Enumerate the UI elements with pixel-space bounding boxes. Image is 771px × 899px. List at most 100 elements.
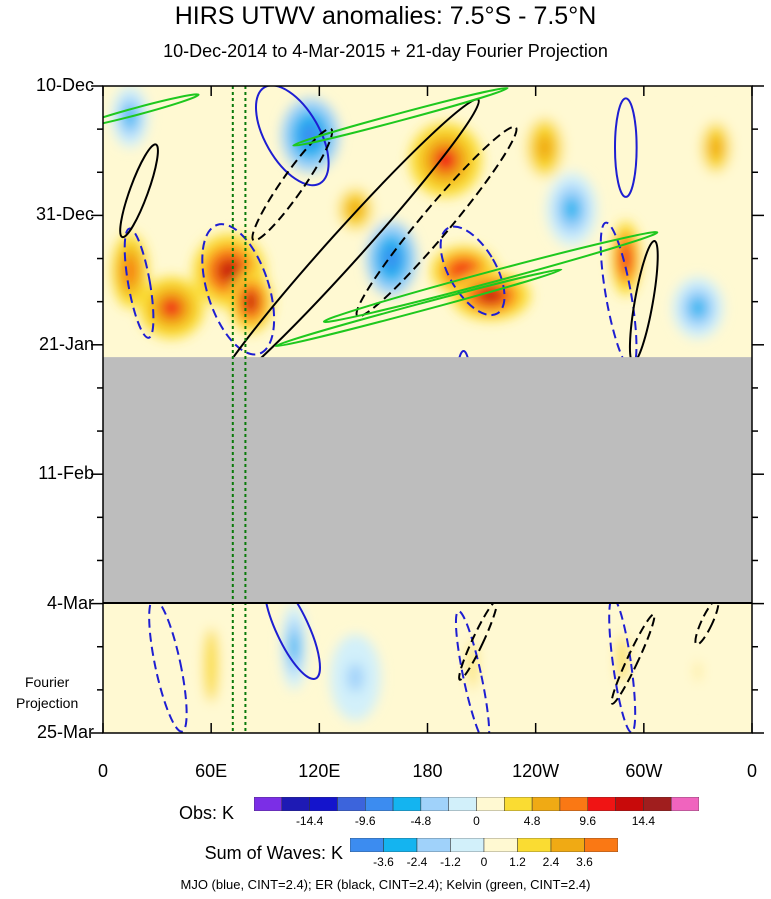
anomaly-field xyxy=(112,86,738,721)
obs-colorbar-title: Obs: K xyxy=(178,803,234,823)
obs_colorbar-swatch-15 xyxy=(670,797,699,811)
anomaly-blob-5 xyxy=(409,122,482,197)
obs_colorbar-swatch-9 xyxy=(504,797,533,811)
anomaly-blob-17 xyxy=(281,603,307,690)
chart-subtitle: 10-Dec-2014 to 4-Mar-2015 + 21-day Fouri… xyxy=(163,41,608,61)
anomaly-blob-16-layer-2 xyxy=(207,646,215,684)
waves_colorbar-swatch-5 xyxy=(517,838,552,852)
anomaly-blob-13 xyxy=(546,172,597,247)
anomaly-blob-16 xyxy=(200,609,222,721)
mjo-blue-contour-3 xyxy=(254,86,330,187)
y-tick-label-0: 10-Dec xyxy=(35,75,94,95)
x-tick-label-1: 60E xyxy=(195,761,228,781)
anomaly-blob-14 xyxy=(694,110,738,185)
waves-colorbar xyxy=(350,838,618,852)
anomaly-blob-1-layer-2 xyxy=(217,258,242,284)
mjo-blue-contour-2 xyxy=(123,227,155,339)
waves_colorbar-swatch-3 xyxy=(450,838,485,852)
obs_colorbar-swatch-1 xyxy=(281,797,310,811)
obs-colorbar xyxy=(254,797,699,811)
anomaly-blob-8-layer-2 xyxy=(535,133,554,162)
er-black-contour-2 xyxy=(355,125,518,318)
mjo-blue-contour-7 xyxy=(454,610,491,733)
waves_colorbar-swatch-6 xyxy=(550,838,585,852)
anomaly-blob-6 xyxy=(281,98,340,173)
waves_colorbar-label-5: 2.4 xyxy=(542,855,560,869)
chart-title: HIRS UTWV anomalies: 7.5°S - 7.5°N xyxy=(174,2,597,30)
anomaly-blob-20 xyxy=(692,640,704,703)
anomaly-blob-2-layer-2 xyxy=(243,291,259,312)
kelvin-green-contour-0 xyxy=(322,231,659,323)
mjo-blue-contour-9 xyxy=(608,597,637,733)
obs_colorbar-label-2: -4.8 xyxy=(410,814,432,828)
mjo-blue-contour-1 xyxy=(201,223,276,356)
anomaly-blob-20-layer-2 xyxy=(696,661,700,682)
y-tick-label-3: 11-Feb xyxy=(38,463,94,484)
anomaly-blob-4-layer-2 xyxy=(477,287,504,304)
obs_colorbar-swatch-7 xyxy=(448,797,477,811)
obs_colorbar-swatch-12 xyxy=(587,797,616,811)
anomaly-blob-21 xyxy=(330,634,381,721)
obs_colorbar-swatch-10 xyxy=(531,797,561,811)
x-tick-label-3: 180 xyxy=(412,761,443,781)
er-black-contour-1 xyxy=(251,127,334,242)
obs_colorbar-label-6: 14.4 xyxy=(631,814,656,828)
anomaly-blob-10 xyxy=(112,233,149,308)
y-tick-label-4: 4-Mar xyxy=(46,592,94,613)
x-tick-label-5: 60W xyxy=(625,761,663,781)
waves_colorbar-label-0: -3.6 xyxy=(373,855,394,869)
x-tick-label-0: 0 xyxy=(97,761,108,781)
obs_colorbar-swatch-14 xyxy=(643,797,672,811)
waves_colorbar-label-3: 0 xyxy=(480,855,488,869)
anomaly-blob-0-layer-2 xyxy=(160,297,183,319)
obs_colorbar-swatch-13 xyxy=(615,797,644,811)
obs_colorbar-swatch-5 xyxy=(392,797,422,811)
mjo-blue-contour-10 xyxy=(613,97,638,198)
x-tick-label-4: 120W xyxy=(512,761,560,781)
x-tick-label-2: 120E xyxy=(298,761,341,781)
obs_colorbar-label-1: -9.6 xyxy=(354,814,376,828)
anomaly-blob-2 xyxy=(229,270,273,333)
fourier-projection-label: Fourier Projection xyxy=(16,672,78,714)
anomaly-blob-13-layer-2 xyxy=(563,196,581,222)
waves_colorbar-swatch-0 xyxy=(350,838,384,852)
waves-colorbar-title: Sum of Waves: K xyxy=(204,843,343,863)
obs_colorbar-label-4: 4.8 xyxy=(523,814,541,828)
anomaly-blob-15-layer-2 xyxy=(689,297,707,319)
anomaly-blob-12-layer-2 xyxy=(346,198,364,220)
waves_colorbar-label-2: -1.2 xyxy=(440,855,461,869)
anomaly-blob-10-layer-2 xyxy=(124,258,137,284)
waves_colorbar-swatch-2 xyxy=(416,838,451,852)
obs_colorbar-label-5: 9.6 xyxy=(579,814,597,828)
anomaly-blob-9-layer-2 xyxy=(620,246,631,271)
obs_colorbar-swatch-0 xyxy=(254,797,283,811)
er-black-contour-6 xyxy=(119,143,159,239)
fourier-label-line1: Fourier xyxy=(24,674,70,690)
waves_colorbar-swatch-4 xyxy=(483,838,518,852)
obs_colorbar-swatch-8 xyxy=(476,797,505,811)
anomaly-blob-18-layer-2 xyxy=(470,652,475,678)
y-tick-label-1: 31-Dec xyxy=(35,204,94,225)
y-tick-label-5: 25-Mar xyxy=(36,722,94,742)
anomaly-blob-8 xyxy=(517,104,572,191)
fourier-label-line2: Projection xyxy=(16,695,79,711)
missing-data-region xyxy=(103,357,752,604)
anomaly-blob-15 xyxy=(672,277,724,339)
obs_colorbar-swatch-3 xyxy=(337,797,366,811)
y-tick-label-2: 21-Jan xyxy=(38,333,94,354)
waves_colorbar-swatch-1 xyxy=(383,838,418,852)
anomaly-blob-5-layer-2 xyxy=(433,147,458,173)
obs_colorbar-label-3: 0 xyxy=(473,814,480,828)
kelvin-green-contour-3 xyxy=(103,93,200,128)
obs_colorbar-swatch-2 xyxy=(309,797,338,811)
obs_colorbar-label-0: -14.4 xyxy=(295,814,324,828)
er-black-contour-4 xyxy=(610,613,656,705)
waves_colorbar-label-4: 1.2 xyxy=(509,855,526,869)
waves_colorbar-label-1: -2.4 xyxy=(406,855,428,869)
obs_colorbar-swatch-4 xyxy=(365,797,394,811)
legend-footer: MJO (blue, CINT=2.4); ER (black, CINT=2.… xyxy=(180,877,591,892)
anomaly-blob-17-layer-2 xyxy=(289,632,299,662)
obs_colorbar-swatch-6 xyxy=(420,797,449,811)
anomaly-blob-0 xyxy=(139,277,204,339)
